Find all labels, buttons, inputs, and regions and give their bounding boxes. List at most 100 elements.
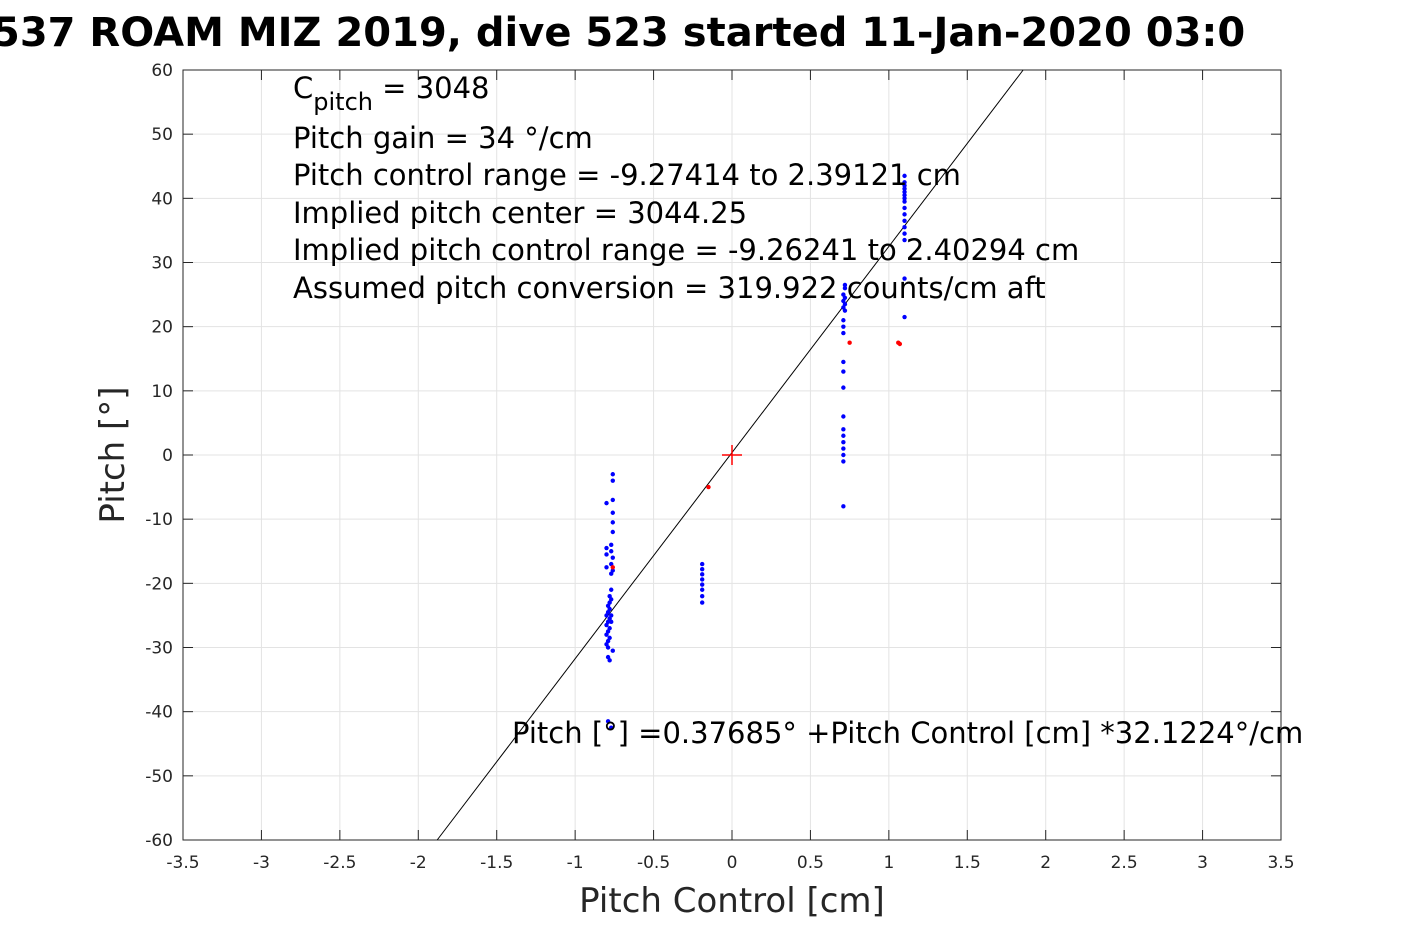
data-point bbox=[841, 452, 846, 458]
data-point bbox=[902, 231, 907, 236]
data-point bbox=[841, 433, 846, 438]
y-tick-label: -40 bbox=[145, 703, 173, 723]
data-point bbox=[841, 504, 846, 509]
data-point bbox=[706, 484, 711, 490]
data-point bbox=[902, 180, 907, 185]
y-tick-label: -60 bbox=[145, 831, 173, 851]
data-point bbox=[609, 619, 614, 625]
data-point bbox=[847, 340, 852, 345]
data-point bbox=[609, 549, 614, 554]
data-point bbox=[902, 225, 907, 230]
x-tick-label: -3.5 bbox=[166, 853, 199, 873]
x-tick-label: -2 bbox=[410, 853, 427, 873]
data-point bbox=[841, 330, 846, 336]
data-point bbox=[841, 292, 846, 297]
y-tick-label: 0 bbox=[162, 446, 173, 466]
x-tick-label: -3 bbox=[253, 853, 270, 873]
data-point bbox=[842, 285, 848, 291]
data-point bbox=[609, 725, 614, 730]
data-point bbox=[902, 199, 907, 204]
data-point bbox=[610, 648, 615, 653]
data-point bbox=[699, 577, 705, 582]
data-point bbox=[610, 565, 615, 570]
data-point bbox=[610, 497, 615, 503]
control-range-annotation: Pitch control range = -9.27414 to 2.3912… bbox=[293, 158, 961, 192]
y-tick-label: 60 bbox=[151, 61, 173, 81]
fit-equation-annotation: Pitch [°] =0.37685° +Pitch Control [cm] … bbox=[512, 716, 1303, 750]
data-point bbox=[604, 613, 609, 618]
data-point bbox=[842, 282, 848, 288]
data-point bbox=[610, 478, 615, 483]
y-tick-label: 40 bbox=[151, 189, 173, 209]
data-point bbox=[902, 183, 907, 188]
data-point bbox=[841, 318, 846, 323]
data-point bbox=[902, 237, 907, 243]
x-tick-label: -0.5 bbox=[637, 853, 670, 873]
x-tick-label: 2.5 bbox=[1111, 853, 1138, 873]
data-point bbox=[902, 205, 907, 211]
data-point bbox=[610, 520, 615, 525]
data-point bbox=[610, 510, 615, 515]
data-point bbox=[841, 369, 846, 374]
data-point bbox=[902, 186, 907, 191]
data-point bbox=[902, 173, 907, 179]
data-point bbox=[902, 218, 907, 223]
x-tick-label: -2.5 bbox=[323, 853, 356, 873]
cpitch-subscript: pitch bbox=[313, 88, 373, 116]
x-axis-label: Pitch Control [cm] bbox=[579, 881, 885, 921]
series-0 bbox=[604, 173, 907, 730]
data-point bbox=[841, 459, 846, 464]
implied-center-annotation: Implied pitch center = 3044.25 bbox=[293, 196, 747, 230]
implied-range-annotation: Implied pitch control range = -9.26241 t… bbox=[293, 233, 1079, 267]
data-point bbox=[604, 552, 609, 557]
gain-annotation: Pitch gain = 34 °/cm bbox=[293, 121, 593, 155]
data-point bbox=[699, 567, 705, 572]
data-point bbox=[902, 189, 907, 195]
y-tick-label: 10 bbox=[151, 382, 173, 402]
x-tick-label: 3.5 bbox=[1267, 853, 1294, 873]
data-point bbox=[902, 314, 907, 320]
data-point bbox=[610, 529, 615, 535]
data-point bbox=[699, 587, 705, 592]
x-tick-label: -1 bbox=[567, 853, 584, 873]
center-marker bbox=[722, 445, 742, 465]
data-point bbox=[607, 658, 612, 663]
data-point bbox=[841, 414, 846, 419]
data-point bbox=[841, 324, 846, 329]
data-point bbox=[841, 439, 846, 445]
data-point bbox=[604, 565, 609, 570]
data-points bbox=[604, 173, 907, 730]
data-point bbox=[699, 582, 705, 587]
conversion-annotation: Assumed pitch conversion = 319.922 count… bbox=[293, 271, 1046, 305]
cpitch-base: C bbox=[293, 71, 313, 105]
data-point bbox=[699, 600, 705, 605]
axis-ticks: -3.5 -3 -2.5 -2 -1.5 -1 -0.5 0 0.5 1 1.5 2 2.5 3 3.5 -6… bbox=[145, 61, 1294, 873]
series-1 bbox=[610, 340, 903, 570]
data-point bbox=[699, 593, 705, 599]
data-point bbox=[609, 542, 614, 548]
data-point bbox=[699, 572, 705, 577]
x-tick-label: 2 bbox=[1040, 853, 1051, 873]
chart-title: 537 ROAM MIZ 2019, dive 523 started 11-J… bbox=[0, 10, 1245, 56]
data-point bbox=[609, 587, 614, 592]
data-point bbox=[605, 645, 611, 650]
data-point bbox=[902, 192, 907, 198]
data-point bbox=[897, 341, 903, 347]
cpitch-annotation: Cpitch = 3048 bbox=[293, 71, 490, 116]
data-point bbox=[610, 472, 615, 477]
y-tick-label: 30 bbox=[151, 254, 173, 274]
x-tick-label: 0.5 bbox=[797, 853, 824, 873]
y-tick-label: -10 bbox=[145, 510, 173, 530]
x-tick-label: 3 bbox=[1197, 853, 1208, 873]
cpitch-value: = 3048 bbox=[373, 71, 490, 105]
y-tick-label: -50 bbox=[145, 767, 173, 787]
y-tick-label: 50 bbox=[151, 125, 173, 145]
data-point bbox=[902, 276, 907, 281]
data-point bbox=[841, 385, 846, 390]
data-point bbox=[609, 571, 614, 576]
data-point bbox=[610, 555, 615, 560]
data-point bbox=[841, 359, 846, 365]
data-point bbox=[902, 212, 907, 217]
data-point bbox=[604, 500, 609, 506]
